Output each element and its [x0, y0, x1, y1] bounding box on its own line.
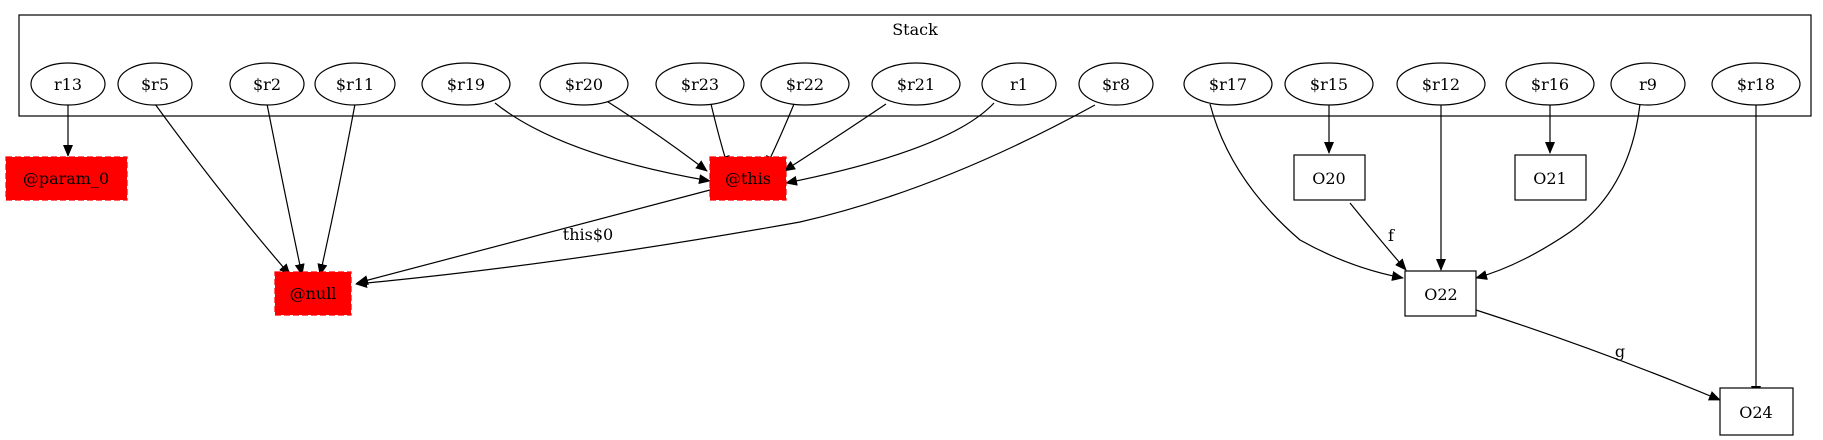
svg-text:r1: r1	[1010, 75, 1028, 94]
svg-text:$r16: $r16	[1531, 75, 1569, 94]
node-r1[interactable]: r1	[981, 62, 1057, 106]
heap-objects: O20 O21 O22 O24	[1293, 154, 1794, 436]
svg-text:r13: r13	[54, 75, 82, 94]
node-r19[interactable]: $r19	[421, 62, 511, 106]
svg-text:$r12: $r12	[1422, 75, 1460, 94]
node-r23[interactable]: $r23	[655, 62, 745, 106]
edge-r2-null	[266, 103, 305, 276]
edge-O22-O24	[1475, 309, 1721, 401]
svg-text:$r15: $r15	[1310, 75, 1348, 94]
stack-cluster: Stack	[18, 14, 1812, 117]
edge-label-this0: this$0	[563, 225, 613, 244]
svg-text:$r11: $r11	[336, 75, 374, 94]
stack-variables: r13 $r5 $r2 $r11 $r19 $r20 $r23 $r22	[30, 62, 1801, 106]
svg-text:O20: O20	[1312, 169, 1345, 188]
node-O21[interactable]: O21	[1514, 154, 1587, 201]
node-param0[interactable]: @param_0	[5, 156, 128, 201]
svg-text:$r22: $r22	[786, 75, 824, 94]
edge-r8-null	[355, 104, 1096, 288]
svg-text:$r18: $r18	[1737, 75, 1775, 94]
edge-r9-O22	[1475, 103, 1641, 280]
node-r8[interactable]: $r8	[1078, 62, 1154, 106]
edge-label-f: f	[1388, 226, 1395, 245]
node-r16[interactable]: $r16	[1505, 62, 1595, 106]
node-r18[interactable]: $r18	[1711, 62, 1801, 106]
edge-r20-this	[604, 99, 708, 172]
node-r11[interactable]: $r11	[314, 62, 396, 106]
svg-text:O21: O21	[1533, 169, 1566, 188]
svg-text:$r21: $r21	[897, 75, 935, 94]
node-r12[interactable]: $r12	[1396, 62, 1486, 106]
edge-this-null	[356, 189, 711, 286]
node-O24[interactable]: O24	[1719, 387, 1794, 436]
svg-text:$r19: $r19	[447, 75, 485, 94]
edge-O20-O22	[1349, 202, 1407, 271]
node-O22[interactable]: O22	[1404, 270, 1477, 317]
node-O20[interactable]: O20	[1293, 154, 1366, 201]
svg-text:O22: O22	[1424, 285, 1457, 304]
edges	[63, 99, 1761, 401]
stack-cluster-label: Stack	[892, 20, 938, 39]
svg-text:$r5: $r5	[141, 75, 169, 94]
node-this[interactable]: @this	[709, 156, 787, 201]
svg-text:O24: O24	[1739, 403, 1772, 422]
edge-r11-null	[317, 103, 356, 276]
edge-r19-this	[494, 102, 711, 185]
svg-text:$r8: $r8	[1102, 75, 1130, 94]
node-r15[interactable]: $r15	[1284, 62, 1374, 106]
svg-text:@null: @null	[290, 284, 337, 303]
node-r20[interactable]: $r20	[539, 62, 629, 106]
svg-text:$r23: $r23	[681, 75, 719, 94]
node-null[interactable]: @null	[274, 271, 352, 316]
edge-r21-this	[783, 103, 887, 172]
edge-label-g: g	[1615, 342, 1625, 361]
edge-labels: this$0 f g	[563, 225, 1625, 361]
svg-text:$r2: $r2	[253, 75, 281, 94]
svg-text:@param_0: @param_0	[23, 169, 109, 188]
node-r2[interactable]: $r2	[229, 62, 305, 106]
svg-text:$r20: $r20	[565, 75, 603, 94]
node-r22[interactable]: $r22	[760, 62, 850, 106]
edge-r17-O22	[1209, 103, 1404, 281]
svg-text:@this: @this	[725, 169, 771, 188]
stack-cluster-border	[18, 14, 1812, 117]
edge-r5-null	[154, 103, 291, 276]
svg-text:r9: r9	[1639, 75, 1657, 94]
node-r5[interactable]: $r5	[117, 62, 193, 106]
edge-r1-this	[785, 102, 995, 186]
node-r9[interactable]: r9	[1610, 62, 1686, 106]
node-r21[interactable]: $r21	[871, 62, 961, 106]
node-r13[interactable]: r13	[30, 62, 106, 106]
svg-text:$r17: $r17	[1209, 75, 1247, 94]
node-r17[interactable]: $r17	[1183, 62, 1273, 106]
special-nodes: @param_0 @this @null	[5, 156, 787, 316]
